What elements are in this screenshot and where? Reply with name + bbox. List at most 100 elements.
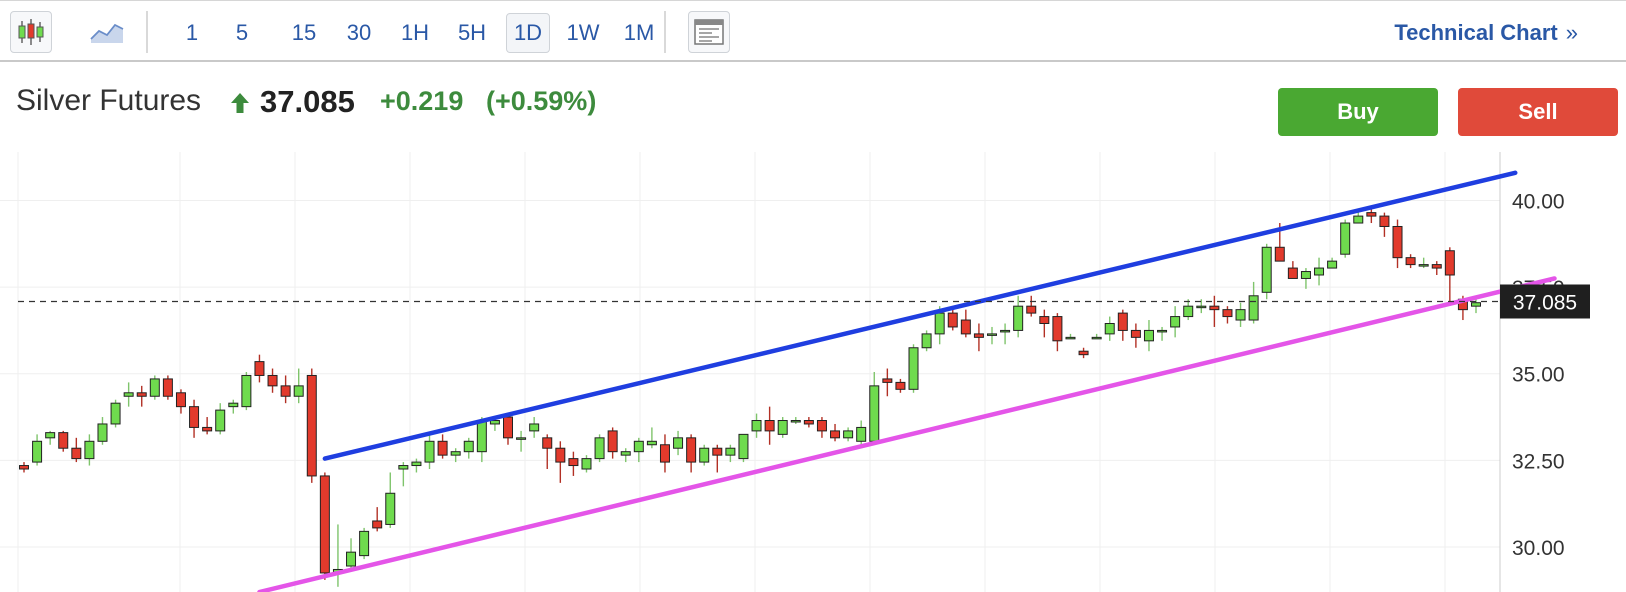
candle-body [424,440,435,463]
instrument-header: Silver Futures 37.085 +0.219 (+0.59%) Bu… [0,62,1626,152]
candle-body [620,451,631,456]
candle-body [215,409,226,432]
y-tick-label: 40.00 [1512,191,1565,214]
candle-body [529,423,540,432]
candle-body [84,440,95,460]
candle-body [1300,271,1311,279]
price-change-percent: (+0.59%) [486,86,597,116]
candle-body [1091,336,1102,340]
candle-body [1287,267,1298,279]
last-price: 37.085 [260,84,355,119]
timeframe-1h[interactable]: 1H [400,20,430,45]
candle-body [882,378,893,383]
candle-body [1052,316,1063,342]
timeframe-1d[interactable]: 1D [506,13,550,53]
last-price-tag [1500,284,1590,319]
candle-body [1196,305,1207,309]
candle-body [1366,212,1377,217]
candle-body [293,385,304,397]
candlestick-icon[interactable] [10,11,52,53]
candle-body [1209,305,1220,311]
candle-body [1183,305,1194,318]
candle-body [1000,329,1011,333]
candle-body [71,447,82,460]
candle-body [764,420,775,432]
candle-body [1222,309,1233,318]
timeframe-5h[interactable]: 5H [457,20,487,45]
chart-toolbar: 1 5 15 30 1H 5H 1D 1W 1M Technical Chart» [0,0,1626,62]
candle-body [398,465,409,470]
candle-body [1379,215,1390,227]
candle-body [790,420,801,423]
candle-body [947,312,958,328]
upper-channel-trendline[interactable] [322,170,1518,461]
price-change: +0.219 [380,86,464,116]
candle-body [45,432,56,439]
area-chart-icon[interactable] [86,11,128,53]
candle-body [568,458,579,467]
technical-chart-link[interactable]: Technical Chart » [1394,13,1578,53]
candle-body [228,402,239,408]
last-price-tag-label: 37.085 [1513,291,1577,314]
candle-body [908,347,919,390]
candle-body [306,374,317,477]
candle-body [175,392,186,408]
candle-body [725,447,736,456]
candle-body [489,420,500,425]
candle-body [346,551,357,567]
timeframe-1w[interactable]: 1W [566,20,600,45]
candle-body [437,440,448,456]
candle-body [162,378,173,397]
timeframe-30[interactable]: 30 [346,20,372,45]
candle-body [987,333,997,336]
candle-body [751,420,762,432]
candle-body [503,416,513,439]
buy-button[interactable]: Buy [1278,88,1438,136]
timeframe-1[interactable]: 1 [185,20,199,45]
y-tick-label: 35.00 [1512,364,1565,387]
candle-body [58,432,69,449]
candle-body [738,433,749,460]
candle-body [1274,246,1285,262]
candle-body [202,426,213,432]
candle-body [1026,305,1037,314]
candle-body [189,406,200,428]
candle-body [19,465,29,470]
timeframe-1m[interactable]: 1M [623,20,655,45]
candle-body [450,451,461,456]
layout-icon[interactable] [688,11,730,53]
candle-body [32,440,43,463]
candle-body [385,492,396,525]
candle-body [359,530,370,557]
sell-button[interactable]: Sell [1458,88,1618,136]
candle-body [1065,336,1076,340]
candle-body [97,423,108,442]
candle-body [542,437,553,449]
candle-body [1039,316,1050,324]
technical-chart-label: Technical Chart [1394,20,1558,45]
candle-body [1170,316,1181,328]
candle-body [110,402,121,425]
candle-body [633,440,644,453]
instrument-name: Silver Futures [16,84,202,117]
toolbar-separator [664,11,666,53]
candle-body [254,361,265,376]
candle-body [921,333,932,349]
candle-body [555,447,566,463]
candle-body [1261,246,1272,293]
timeframe-15[interactable]: 15 [291,20,317,45]
candle-body [1248,295,1259,321]
candle-body [1157,329,1168,333]
candle-body [267,374,278,387]
candle-body [581,458,592,470]
candle-body [1444,250,1455,276]
lower-channel-trendline[interactable] [257,276,1557,592]
candle-body [1418,264,1429,267]
candle-body [372,520,383,529]
candle-body [319,475,330,574]
candle-body [856,426,867,442]
y-tick-label: 32.50 [1512,450,1565,473]
timeframe-5[interactable]: 5 [235,20,249,45]
candle-body [1143,329,1154,342]
